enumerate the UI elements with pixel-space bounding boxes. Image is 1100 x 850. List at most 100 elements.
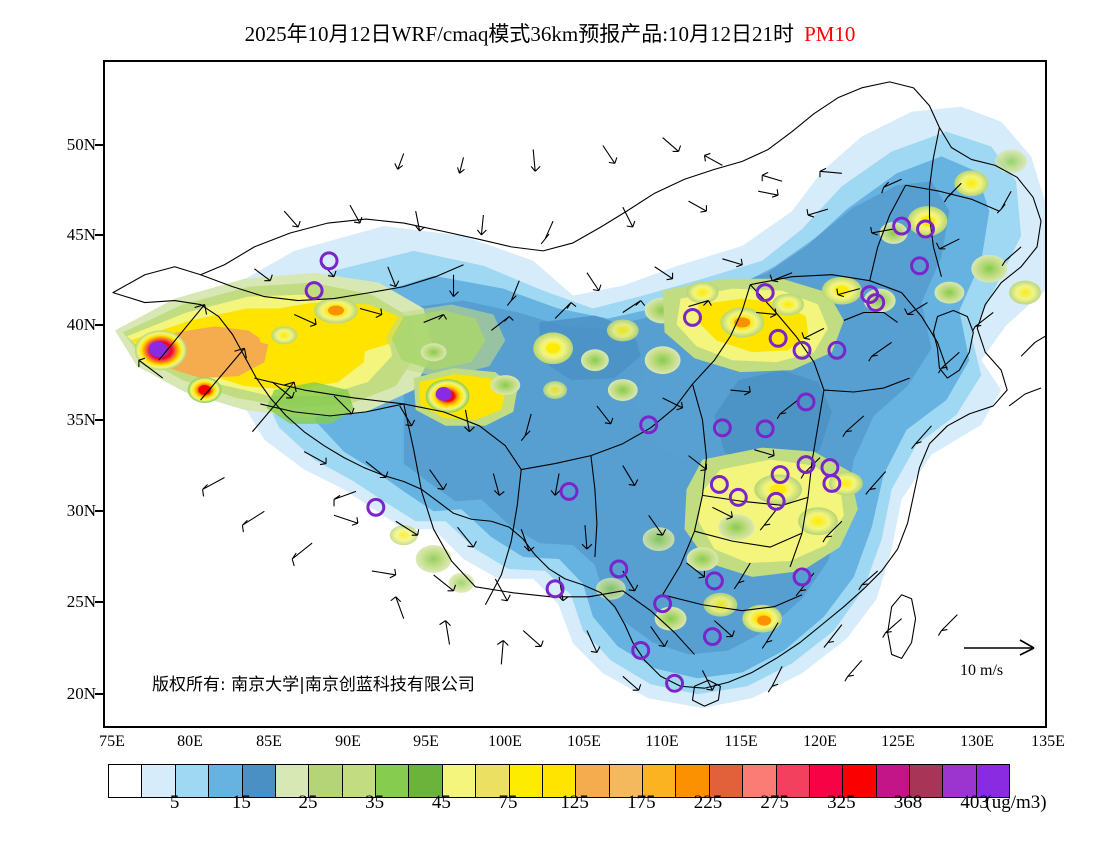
station-marker <box>768 328 788 348</box>
copyright-notice: 版权所有: 南京大学|南京创蓝科技有限公司 <box>152 675 475 695</box>
y-tickmark-40n <box>95 324 103 326</box>
station-marker <box>683 308 702 327</box>
x-tick-95e: 95E <box>413 733 439 750</box>
station-marker <box>702 627 722 646</box>
station-marker <box>653 594 673 614</box>
station-marker <box>704 571 724 591</box>
x-tick-115e: 115E <box>724 733 758 750</box>
colorbar-swatch-4 <box>242 765 276 797</box>
y-tickmark-20n <box>95 693 103 695</box>
colorbar-tick-225: 225 <box>693 792 723 813</box>
station-marker <box>631 641 651 660</box>
y-tick-50n: 50N <box>66 135 96 154</box>
station-marker <box>639 415 659 435</box>
y-tickmark-45n <box>95 234 103 236</box>
x-tick-120e: 120E <box>803 733 837 750</box>
colorbar-tick-175: 175 <box>627 792 656 813</box>
station-marker <box>792 567 812 587</box>
colorbar-swatch-11 <box>476 765 510 797</box>
colorbar-tick-5: 5 <box>169 792 180 813</box>
colorbar-swatch-13 <box>542 765 577 797</box>
station-marker <box>304 281 324 301</box>
y-tick-40n: 40N <box>66 315 96 334</box>
station-marker <box>796 392 816 412</box>
station-marker <box>728 487 748 507</box>
colorbar-swatch-10 <box>442 765 477 797</box>
colorbar-tick-15: 15 <box>231 792 251 813</box>
station-marker <box>910 256 929 276</box>
y-tickmark-30n <box>95 510 103 512</box>
x-tick-75e: 75E <box>99 733 125 750</box>
x-tick-80e: 80E <box>177 733 203 750</box>
station-marker <box>712 418 732 438</box>
colorbar-swatch-22 <box>843 765 877 797</box>
y-tick-35n: 35N <box>66 410 96 429</box>
station-marker <box>766 491 786 511</box>
colorbar-swatch-20 <box>776 765 810 797</box>
pm10-concentration-map <box>112 81 1045 709</box>
station-marker <box>796 455 816 475</box>
wind-scale-legend: 10 m/s <box>960 636 1050 696</box>
x-tick-135e: 135E <box>1031 733 1065 750</box>
colorbar-swatch-9 <box>409 765 443 797</box>
concentration-cells-north-china-plain <box>607 276 896 401</box>
station-marker <box>319 251 339 271</box>
station-markers[interactable] <box>304 216 935 693</box>
colorbar[interactable] <box>108 764 1010 798</box>
colorbar-swatch-23 <box>876 765 910 797</box>
y-tick-20n: 20N <box>66 684 96 703</box>
colorbar-tick-275: 275 <box>760 792 789 813</box>
colorbar-swatch-16 <box>643 765 677 797</box>
map-plot-area[interactable] <box>103 60 1047 728</box>
colorbar-unit-label: (ug/m3) <box>985 792 1047 813</box>
station-marker <box>709 475 729 494</box>
station-marker <box>866 293 886 312</box>
y-tickmark-25n <box>95 601 103 603</box>
colorbar-swatch-18 <box>709 765 744 797</box>
x-tick-90e: 90E <box>335 733 361 750</box>
x-tick-85e: 85E <box>256 733 282 750</box>
colorbar-swatch-15 <box>609 765 643 797</box>
station-marker <box>366 497 386 517</box>
colorbar-swatch-25 <box>943 765 977 797</box>
colorbar-tick-368: 368 <box>893 792 923 813</box>
station-marker <box>755 283 775 303</box>
station-marker <box>892 216 912 236</box>
title-main: 2025年10月12日WRF/cmaq模式36km预报产品:10月12日21时 <box>244 22 795 46</box>
colorbar-tick-125: 125 <box>560 792 589 813</box>
y-tickmark-50n <box>95 144 103 146</box>
colorbar-tick-labels: 5 15 25 35 45 75 125 175 225 275 325 368 403 (ug/m3) <box>0 792 1100 818</box>
wind-arrow-icon <box>964 639 1035 656</box>
page-title: 2025年10月12日WRF/cmaq模式36km预报产品:10月12日21时 P… <box>0 18 1100 48</box>
station-marker <box>755 419 775 439</box>
station-marker <box>609 559 629 579</box>
concentration-cells-central-south <box>389 447 863 633</box>
colorbar-swatch-2 <box>175 765 210 797</box>
colorbar-swatch-8 <box>376 765 410 797</box>
station-marker <box>545 579 565 599</box>
colorbar-tick-403: 403 <box>960 792 989 813</box>
y-tick-30n: 30N <box>66 501 96 520</box>
station-marker <box>916 219 935 239</box>
x-tick-105e: 105E <box>567 733 601 750</box>
x-tick-100e: 100E <box>488 733 522 750</box>
colorbar-swatch-1 <box>142 765 176 797</box>
colorbar-swatch-24 <box>910 765 944 797</box>
y-tickmark-35n <box>95 419 103 421</box>
colorbar-swatch-14 <box>576 765 610 797</box>
wind-scale-label: 10 m/s <box>960 662 1004 679</box>
colorbar-swatch-3 <box>209 765 243 797</box>
colorbar-swatch-17 <box>676 765 710 797</box>
y-tick-25n: 25N <box>66 592 96 611</box>
colorbar-swatch-7 <box>342 765 376 797</box>
station-marker <box>792 340 812 360</box>
colorbar-swatch-12 <box>509 765 543 797</box>
colorbar-tick-45: 45 <box>431 792 451 813</box>
station-marker <box>559 481 579 501</box>
colorbar-tick-35: 35 <box>365 792 385 813</box>
x-tick-110e: 110E <box>645 733 679 750</box>
colorbar-tick-25: 25 <box>298 792 318 813</box>
x-tick-125e: 125E <box>881 733 915 750</box>
colorbar-swatch-0 <box>109 765 143 797</box>
x-tick-130e: 130E <box>960 733 994 750</box>
